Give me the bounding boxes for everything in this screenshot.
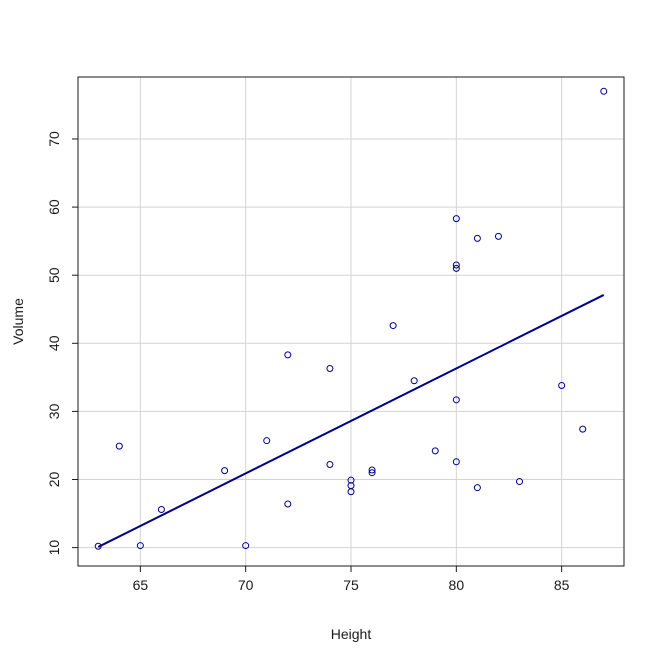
data-point [473,234,481,242]
regression-line [97,294,605,548]
data-point [136,542,144,550]
y-tick-label: 40 [46,335,62,351]
y-axis-title: Volume [10,298,26,345]
y-tick-label: 70 [46,131,62,147]
data-point [326,364,334,372]
x-tick-label: 85 [554,577,570,593]
data-point [368,466,376,474]
y-tick-label: 10 [46,540,62,556]
y-axis: 10 20 30 40 50 60 70 [46,131,78,555]
data-point [452,396,460,404]
data-point [94,542,102,550]
data-point [115,442,123,450]
y-tick-label: 60 [46,199,62,215]
grid-lines [78,77,624,566]
data-point [284,500,292,508]
data-point [326,461,334,469]
data-points [94,87,608,550]
data-point [452,215,460,223]
y-tick-label: 30 [46,403,62,419]
data-point [263,437,271,445]
data-point [221,467,229,475]
data-point [389,322,397,330]
data-point [516,478,524,486]
data-point [431,447,439,455]
regression-line-layer [97,294,605,548]
x-axis-title: Height [331,626,372,642]
data-point [347,482,355,490]
data-point [410,377,418,385]
data-point [347,476,355,484]
x-tick-label: 75 [343,577,359,593]
data-point [600,87,608,95]
data-point [473,484,481,492]
data-point [368,469,376,477]
data-point [558,382,566,390]
data-point [242,542,250,550]
data-point [284,351,292,359]
data-point [494,232,502,240]
y-tick-label: 20 [46,472,62,488]
data-point [579,425,587,433]
data-point [452,458,460,466]
data-point [452,264,460,272]
x-tick-label: 65 [133,577,149,593]
data-point [157,505,165,513]
data-point [452,261,460,269]
x-axis: 65 70 75 80 85 [133,566,570,593]
y-tick-label: 50 [46,267,62,283]
x-tick-label: 80 [449,577,465,593]
x-tick-label: 70 [238,577,254,593]
